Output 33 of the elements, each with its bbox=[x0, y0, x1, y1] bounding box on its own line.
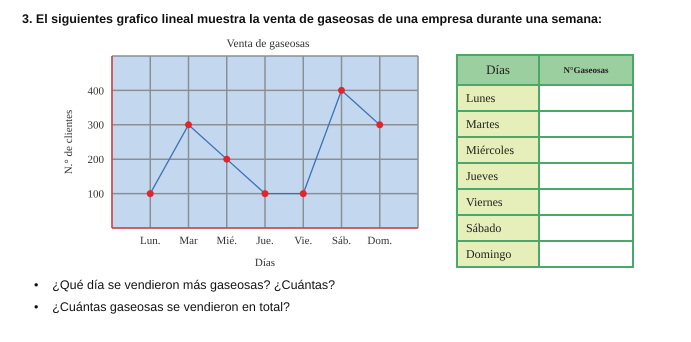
x-tick-label: Vie. bbox=[294, 234, 312, 247]
y-tick-label: 200 bbox=[88, 154, 104, 166]
point bbox=[185, 121, 192, 128]
category-label: Días bbox=[457, 55, 539, 85]
x-tick-label: Dom. bbox=[367, 234, 392, 247]
y-tick-label: 100 bbox=[88, 188, 104, 201]
y-tick-label: 300 bbox=[88, 120, 104, 132]
point bbox=[338, 86, 345, 94]
point bbox=[146, 190, 154, 198]
x-tick-label: Mar bbox=[179, 234, 198, 247]
category-label: Domingo bbox=[466, 246, 512, 260]
point bbox=[223, 156, 230, 163]
x-tick-label: Jue. bbox=[256, 234, 274, 247]
x-tick-label: Lun. bbox=[140, 234, 161, 247]
category-label: Martes bbox=[466, 116, 500, 130]
category-label: N°Gaseosas bbox=[539, 55, 633, 85]
category-label: Sábado bbox=[466, 220, 502, 234]
category-label: Jueves bbox=[466, 168, 498, 182]
y-tick-label: 400 bbox=[88, 85, 104, 98]
chart-title: Venta de gaseosas bbox=[225, 38, 311, 50]
x-axis-title: Días bbox=[254, 257, 276, 269]
category-label: Miércoles bbox=[466, 142, 514, 156]
text: 3. El siguientes grafico lineal muestra la venta de gaseosas de una empresa durante una semana: bbox=[22, 12, 602, 26]
text: • ¿Qué día se vendieron más gaseosas? ¿Cuántas? bbox=[34, 278, 336, 292]
point bbox=[376, 121, 384, 128]
category-label: Lunes bbox=[466, 90, 496, 104]
y-axis-title: N.° de clientes bbox=[62, 110, 75, 174]
x-tick-label: Mié. bbox=[216, 234, 238, 247]
point bbox=[262, 190, 268, 198]
text: • ¿Cuántas gaseosas se vendieron en total? bbox=[34, 300, 291, 314]
category-label: Viernes bbox=[466, 194, 503, 208]
point bbox=[300, 190, 307, 198]
x-tick-label: Sáb. bbox=[332, 234, 352, 247]
